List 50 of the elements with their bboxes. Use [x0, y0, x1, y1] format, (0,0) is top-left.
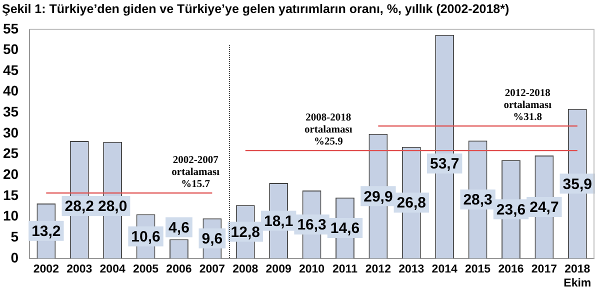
- data-label: 28,3: [463, 192, 492, 209]
- annotation: 2012-2018 ortalaması %31.8: [504, 88, 552, 123]
- y-tick-label: 30: [2, 124, 19, 140]
- y-tick-label: 15: [2, 186, 19, 203]
- x-tick-label: 2017: [531, 263, 557, 276]
- data-label: 4,6: [168, 219, 190, 236]
- x-tick-label: 2003: [66, 263, 92, 276]
- data-label: 23,6: [496, 201, 526, 218]
- data-label: 24,7: [530, 199, 559, 216]
- data-label: 9,6: [202, 230, 223, 248]
- y-tick-label: 40: [2, 82, 19, 99]
- data-label: 29,9: [364, 188, 393, 206]
- y-tick-label: 0: [10, 249, 19, 266]
- x-tick-label: 2009: [266, 263, 292, 276]
- x-tick-label: 2010: [298, 263, 325, 276]
- x-tick-label: 2015: [464, 263, 492, 276]
- data-label: 53,7: [430, 156, 460, 173]
- x-tick-label: 2013: [398, 263, 424, 276]
- x-tick-label: 2005: [132, 263, 160, 276]
- x-tick-label: 2014: [432, 263, 458, 276]
- y-tick-label: 10: [2, 208, 19, 224]
- x-tick-label: 2012: [365, 263, 391, 276]
- x-tick-label: 2007: [199, 263, 225, 276]
- data-label: 28,0: [98, 198, 128, 216]
- data-label: 14,6: [330, 220, 360, 238]
- data-label: 18,1: [264, 212, 294, 230]
- x-tick-label: 2011: [332, 263, 358, 276]
- data-label: 12,8: [230, 224, 260, 241]
- annotation: 2002-2007 ortalaması %15.7: [172, 155, 220, 190]
- y-tick-label: 25: [2, 145, 19, 162]
- y-tick-label: 20: [2, 166, 19, 182]
- x-tick-label: 2018 Ekim: [564, 263, 592, 290]
- annotation: 2008-2018 ortalaması %25.9: [304, 112, 352, 148]
- y-tick-label: 35: [2, 104, 19, 120]
- x-tick-label: 2004: [100, 263, 126, 276]
- data-label: 35,9: [562, 176, 592, 193]
- data-label: 13,2: [32, 223, 61, 240]
- data-label: 26,8: [396, 194, 426, 212]
- y-tick-label: 55: [2, 20, 19, 36]
- data-label: 28,2: [64, 198, 94, 216]
- x-tick-label: 2016: [498, 263, 524, 276]
- y-tick-label: 5: [10, 228, 19, 244]
- x-tick-label: 2002: [33, 263, 59, 276]
- data-label: 10,6: [131, 228, 160, 246]
- x-tick-label: 2008: [232, 263, 259, 276]
- data-label: 16,3: [297, 216, 326, 234]
- chart-title: Şekil 1: Türkiye’den giden ve Türkiye’ye gelen yatırımların oranı, %, yıllık (2002-2018*): [2, 2, 510, 16]
- y-tick-label: 50: [2, 41, 19, 58]
- y-tick-label: 45: [2, 62, 19, 78]
- x-tick-label: 2006: [166, 263, 192, 276]
